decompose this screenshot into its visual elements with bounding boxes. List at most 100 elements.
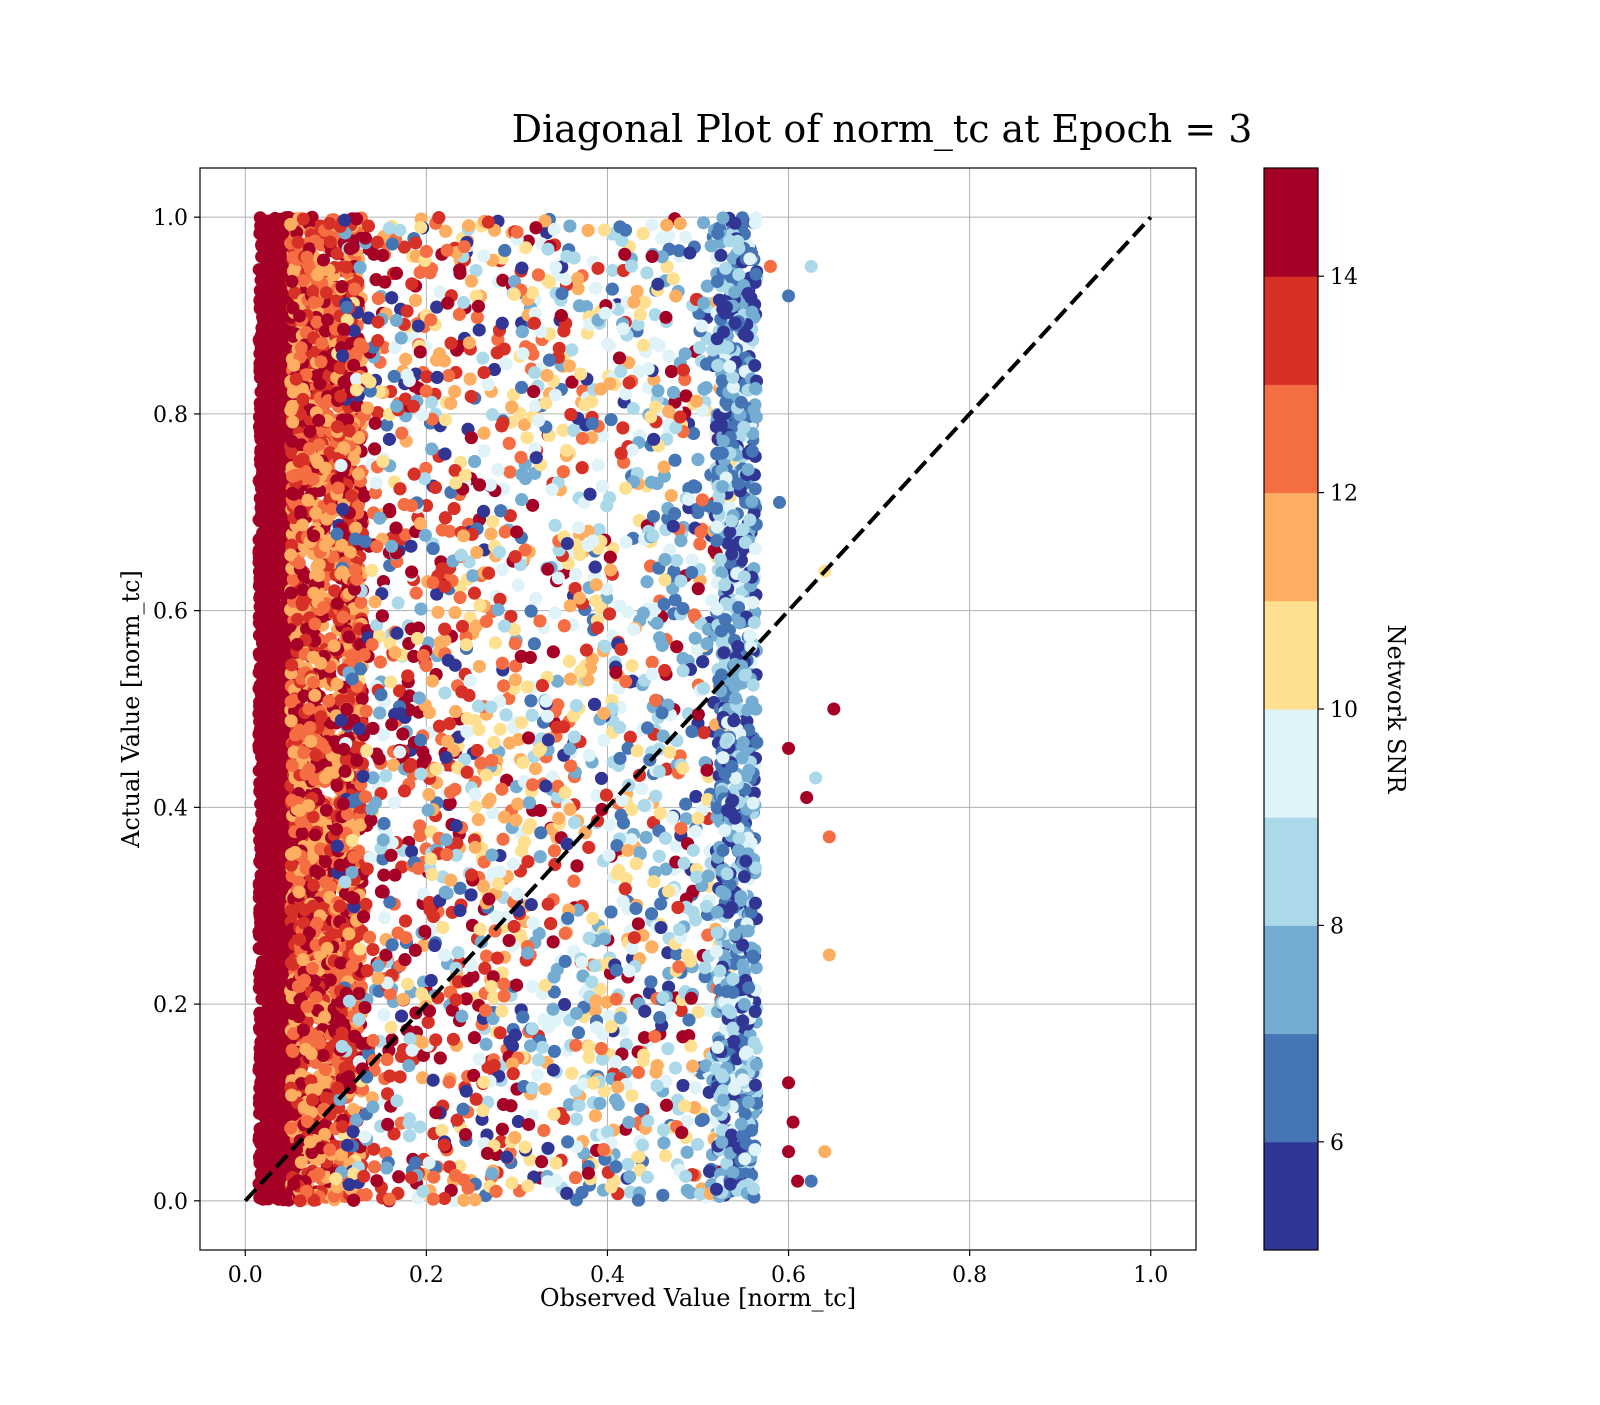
scatter-point — [260, 989, 273, 1002]
scatter-point — [253, 263, 266, 276]
scatter-point — [263, 1189, 276, 1202]
scatter-point — [307, 296, 320, 309]
scatter-point — [296, 518, 309, 531]
scatter-point — [255, 342, 268, 355]
scatter-point — [307, 587, 320, 600]
scatter-point — [284, 218, 297, 231]
scatter-point — [258, 404, 271, 417]
scatter-point — [319, 855, 332, 868]
scatter-point — [267, 739, 280, 752]
scatter-point — [298, 903, 311, 916]
scatter-point — [255, 225, 268, 238]
scatter-point — [317, 601, 330, 614]
scatter-point — [291, 613, 304, 626]
scatter-point — [296, 393, 309, 406]
scatter-point — [304, 1135, 317, 1148]
scatter-point — [307, 879, 320, 892]
scatter-point — [317, 1049, 330, 1062]
scatter-point — [334, 361, 347, 374]
scatter-point — [254, 514, 267, 527]
scatter-point — [266, 949, 279, 962]
scatter-point — [286, 435, 299, 448]
scatter-point — [253, 610, 266, 623]
scatter-point — [323, 217, 336, 230]
scatter-point — [266, 1161, 279, 1174]
scatter-point — [271, 375, 284, 388]
scatter-point — [264, 627, 277, 640]
scatter-point — [296, 827, 309, 840]
scatter-point — [286, 759, 299, 772]
scatter-point — [297, 274, 310, 287]
scatter-point — [266, 463, 279, 476]
scatter-point — [301, 251, 314, 264]
scatter-point — [303, 702, 316, 715]
scatter-point — [321, 313, 334, 326]
scatter-point — [319, 539, 332, 552]
scatter-point — [303, 425, 316, 438]
scatter-point — [287, 1177, 300, 1190]
scatter-point — [293, 933, 306, 946]
scatter-point — [312, 414, 325, 427]
scatter-point — [254, 211, 267, 224]
scatter-point — [311, 917, 324, 930]
scatter-point — [259, 393, 272, 406]
scatter-point — [265, 819, 278, 832]
scatter-point — [260, 566, 273, 579]
scatter-point — [272, 843, 285, 856]
scatter-point — [266, 883, 279, 896]
scatter-point — [269, 550, 282, 563]
scatter-point — [263, 534, 276, 547]
scatter-point — [253, 420, 266, 433]
scatter-point — [306, 962, 319, 975]
scatter-point — [254, 722, 267, 735]
scatter-point — [310, 749, 323, 762]
scatter-point — [260, 1029, 273, 1042]
scatter-point — [315, 337, 328, 350]
scatter-point — [322, 695, 335, 708]
scatter-point — [273, 751, 286, 764]
scatter-point — [292, 236, 305, 249]
scatter-point — [311, 268, 324, 281]
scatter-point — [345, 489, 358, 502]
scatter-point — [354, 596, 367, 609]
scatter-point — [270, 1096, 283, 1109]
scatter-point — [289, 846, 302, 859]
scatter-point — [307, 810, 320, 823]
scatter-point — [307, 473, 320, 486]
scatter-point — [312, 1167, 325, 1180]
scatter-point — [306, 285, 319, 298]
scatter-point — [308, 689, 321, 702]
scatter-point — [271, 513, 284, 526]
scatter-point — [323, 1143, 336, 1156]
scatter-point — [331, 597, 344, 610]
scatter-point — [264, 610, 277, 623]
scatter-point — [285, 275, 298, 288]
scatter-point — [269, 1140, 282, 1153]
scatter-point — [256, 1127, 269, 1140]
scatter-point — [319, 462, 332, 475]
scatter-point — [304, 735, 317, 748]
scatter-point — [287, 359, 300, 372]
scatter-point — [310, 991, 323, 1004]
scatter-point — [328, 639, 341, 652]
scatter-point — [319, 1063, 332, 1076]
scatter-point — [293, 724, 306, 737]
scatter-point — [294, 1194, 307, 1207]
scatter-point — [269, 900, 282, 913]
scatter-point — [313, 1036, 326, 1049]
scatter-point — [308, 617, 321, 630]
scatter-point — [256, 311, 269, 324]
scatter-point — [321, 942, 334, 955]
scatter-point — [320, 286, 333, 299]
scatter-point — [336, 1026, 349, 1039]
scatter-point — [254, 683, 267, 696]
scatter-point — [324, 973, 337, 986]
scatter-point — [293, 309, 306, 322]
scatter-point — [274, 830, 287, 843]
scatter-point — [302, 799, 315, 812]
scatter-point — [286, 470, 299, 483]
scatter-point — [319, 1092, 332, 1105]
scatter-point — [296, 596, 309, 609]
scatter-point — [302, 494, 315, 507]
